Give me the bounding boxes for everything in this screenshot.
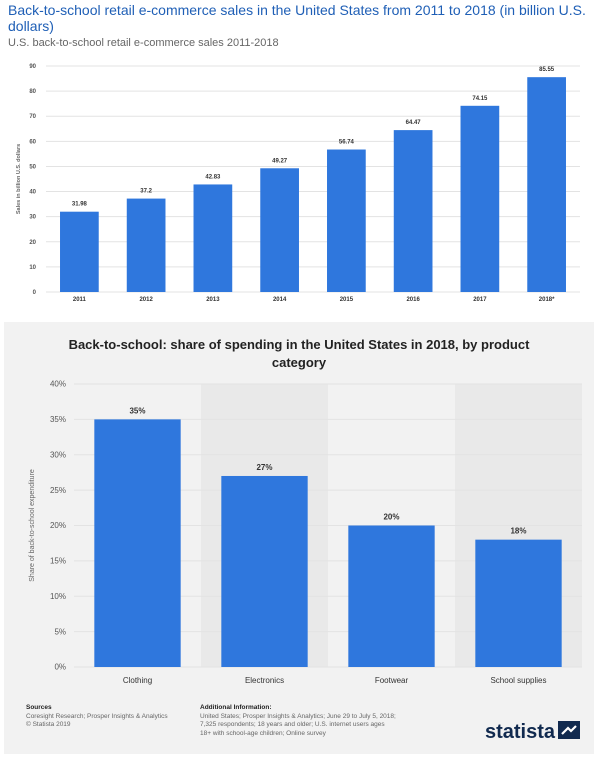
sources-heading: Sources <box>26 704 52 711</box>
chart2-bar <box>348 525 435 667</box>
chart2-category-label: Electronics <box>245 676 284 685</box>
statista-logo-text: statista <box>484 721 555 743</box>
chart2-ytick-label: 30% <box>50 450 66 459</box>
chart2-ytick-label: 0% <box>54 663 66 672</box>
chart2-ytick-label: 35% <box>50 415 66 424</box>
chart2-data-label: 18% <box>510 527 526 536</box>
chart1-ytick-label: 70 <box>29 114 36 120</box>
chart1-ytick-label: 20 <box>29 240 36 246</box>
chart1-ytick-label: 90 <box>29 64 36 70</box>
additional-info-heading: Additional Information: <box>200 704 272 711</box>
chart1-subtitle: U.S. back-to-school retail e-commerce sa… <box>8 37 279 49</box>
chart1-bar <box>60 211 99 292</box>
sources-block: Sources Coresight Research; Prosper Insi… <box>26 704 168 730</box>
chart1-ytick-label: 60 <box>29 139 36 145</box>
additional-info-block: Additional Information: United States; P… <box>200 704 396 738</box>
chart1-bar <box>260 168 299 292</box>
chart1-data-label: 85.55 <box>539 67 555 73</box>
chart2-y-axis-label: Share of back-to-school expenditure <box>29 469 36 582</box>
sources-line: Coresight Research; Prosper Insights & A… <box>26 712 168 720</box>
chart2-category-label: School supplies <box>490 676 546 685</box>
chart1-category-label: 2011 <box>73 297 87 303</box>
chart1-bar <box>393 130 433 292</box>
chart1-ytick-label: 0 <box>33 290 37 296</box>
sources-line: © Statista 2019 <box>26 721 71 728</box>
additional-info-line: United States; Prosper Insights & Analyt… <box>200 712 396 720</box>
chart2-data-label: 20% <box>383 513 399 522</box>
statista-logo-icon <box>558 721 580 744</box>
chart1-ytick-label: 40 <box>29 190 36 196</box>
chart1-ytick-label: 80 <box>29 89 36 95</box>
chart2-data-label: 35% <box>129 406 145 415</box>
chart2-title: Back-to-school: share of spending in the… <box>68 337 530 370</box>
chart1-ytick-label: 10 <box>29 265 36 271</box>
chart2-svg: 0% 5% 10% 15% 20% 25% 30% 35% 40% 35% Clothing 27% E… <box>29 380 582 685</box>
chart1-data-label: 49.27 <box>272 158 288 164</box>
chart2-ytick-label: 25% <box>50 486 66 495</box>
chart1-category-label: 2017 <box>473 297 487 303</box>
chart1-title: Back-to-school retail e-commerce sales i… <box>8 2 586 34</box>
chart1-bar <box>126 198 166 292</box>
chart2-category-label: Footwear <box>375 676 409 685</box>
chart1-category-label: 2016 <box>406 297 420 303</box>
chart1-data-label: 31.98 <box>72 202 88 208</box>
chart1-category-label: 2012 <box>139 297 153 303</box>
chart1-bar <box>327 149 366 292</box>
chart1-category-label: 2018* <box>539 297 555 303</box>
chart1-ytick-label: 50 <box>29 164 36 170</box>
chart2-category-label: Clothing <box>123 676 152 685</box>
chart2-ytick-label: 20% <box>50 521 66 530</box>
chart2-data-label: 27% <box>256 463 272 472</box>
chart1-ytick-label: 30 <box>29 215 36 221</box>
chart1-bar <box>193 184 233 292</box>
chart1-data-label: 64.47 <box>406 120 422 126</box>
chart1-category-label: 2014 <box>273 297 287 303</box>
chart2-ytick-label: 5% <box>54 627 66 636</box>
chart2-bar <box>221 475 308 667</box>
chart1-data-label: 56.74 <box>339 140 355 146</box>
chart2-bar <box>94 419 181 667</box>
chart1-category-label: 2015 <box>340 297 354 303</box>
chart1-bar <box>527 77 566 293</box>
additional-info-line: 7,325 respondents; 18 years and older; U… <box>200 721 385 728</box>
additional-info-line: 18+ with school-age children; Online sur… <box>200 729 326 737</box>
chart2-ytick-label: 40% <box>50 380 66 389</box>
chart2-ytick-label: 10% <box>50 592 66 601</box>
chart1-panel: 0 10 20 30 40 50 60 70 80 90 31.98 2011 37.2 2012 42.8… <box>8 54 588 310</box>
chart1-svg: 0 10 20 30 40 50 60 70 80 90 31.98 2011 37.2 2012 42.8… <box>16 64 580 303</box>
chart2-panel: Back-to-school: share of spending in the… <box>4 322 594 754</box>
chart1-bar <box>460 105 500 292</box>
chart1-y-axis-label: Sales in billion U.S. dollars <box>16 144 22 214</box>
chart1-data-label: 74.15 <box>472 96 488 102</box>
chart1-category-label: 2013 <box>206 297 220 303</box>
chart1-data-label: 37.2 <box>140 189 152 195</box>
chart2-ytick-label: 15% <box>50 557 66 566</box>
statista-logo[interactable]: statista <box>485 721 580 744</box>
chart2-bar <box>475 539 562 667</box>
chart1-data-label: 42.83 <box>205 174 221 180</box>
